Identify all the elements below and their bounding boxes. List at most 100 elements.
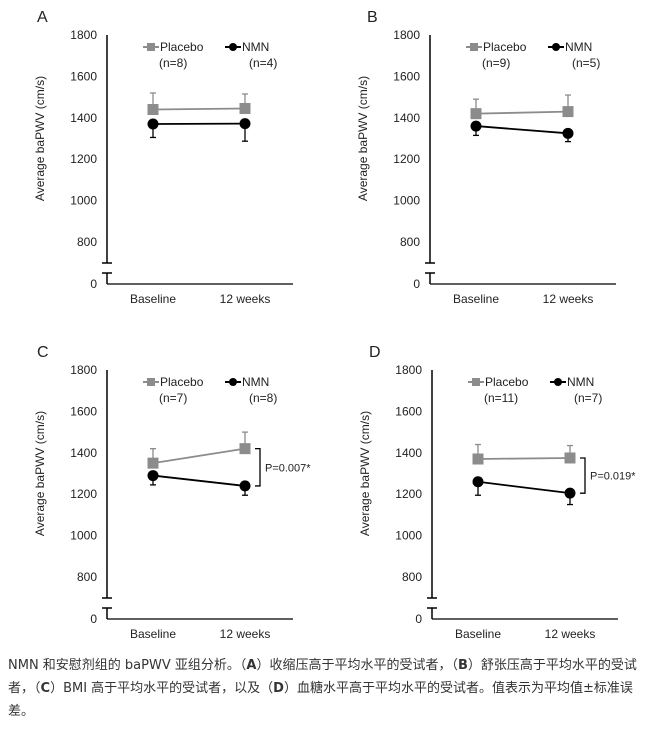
y-tick-label: 1200 bbox=[70, 487, 97, 501]
p-value-annotation: P=0.007* bbox=[265, 462, 311, 474]
series-line-placebo bbox=[475, 110, 569, 115]
y-tick-label: 1800 bbox=[70, 363, 97, 377]
legend-n-label: (n=5) bbox=[572, 56, 600, 70]
data-point-square bbox=[239, 102, 251, 114]
legend-label: Placebo bbox=[483, 40, 527, 54]
legend-square-marker bbox=[147, 378, 155, 386]
figure-caption: NMN 和安慰剂组的 baPWV 亚组分析。（A）收缩压高于平均水平的受试者，（… bbox=[8, 654, 658, 723]
legend-n-label: (n=11) bbox=[484, 391, 518, 405]
legend-circle-marker bbox=[552, 43, 560, 51]
panel-label: B bbox=[367, 9, 378, 26]
series-line-placebo bbox=[152, 107, 246, 111]
legend-label: NMN bbox=[242, 375, 269, 389]
legend-n-label: (n=8) bbox=[249, 391, 277, 405]
data-point-circle bbox=[564, 487, 576, 499]
data-point-circle bbox=[472, 476, 484, 488]
legend-label: NMN bbox=[565, 40, 592, 54]
y-tick-label: 1200 bbox=[393, 152, 420, 166]
legend-label: NMN bbox=[242, 40, 269, 54]
panel-label: D bbox=[369, 344, 381, 361]
legend-label: Placebo bbox=[160, 375, 204, 389]
y-tick-label: 1800 bbox=[395, 363, 422, 377]
series-line-nmn bbox=[152, 474, 246, 487]
panel-label: A bbox=[37, 9, 48, 26]
legend-square-marker bbox=[147, 43, 155, 51]
data-point-circle bbox=[239, 118, 251, 130]
panel-label: C bbox=[37, 344, 49, 361]
y-tick-label: 1000 bbox=[70, 529, 97, 543]
y-tick-label: 800 bbox=[77, 235, 97, 249]
y-axis-label: Average baPWV (cm/s) bbox=[33, 411, 47, 536]
legend-n-label: (n=8) bbox=[159, 56, 187, 70]
legend-n-label: (n=7) bbox=[159, 391, 187, 405]
data-point-square bbox=[564, 452, 576, 464]
y-tick-label: 1400 bbox=[70, 111, 97, 125]
caption-text: NMN 和安慰剂组的 baPWV 亚组分析。（ bbox=[8, 658, 247, 673]
data-point-square bbox=[562, 106, 574, 118]
data-point-circle bbox=[239, 480, 251, 492]
y-tick-label: 800 bbox=[400, 235, 420, 249]
legend-n-label: (n=7) bbox=[574, 391, 602, 405]
x-tick-label: 12 weeks bbox=[543, 292, 594, 306]
y-tick-label: 1800 bbox=[393, 28, 420, 42]
figure-panels: A 0 800 1000 1200 1400 1600 1800 Baseline 12 week… bbox=[0, 0, 662, 641]
x-tick-label: Baseline bbox=[455, 627, 501, 641]
y-tick-label: 1000 bbox=[395, 529, 422, 543]
y-tick-label: 0 bbox=[413, 277, 420, 291]
y-tick-label: 1400 bbox=[70, 446, 97, 460]
y-tick-label: 0 bbox=[90, 612, 97, 626]
x-tick-label: Baseline bbox=[453, 292, 499, 306]
data-point-circle bbox=[562, 127, 574, 139]
y-tick-label: 1400 bbox=[395, 446, 422, 460]
y-tick-label: 1600 bbox=[393, 69, 420, 83]
y-tick-label: 1400 bbox=[393, 111, 420, 125]
data-point-square bbox=[239, 443, 251, 455]
y-tick-label: 1600 bbox=[70, 69, 97, 83]
series-line-placebo bbox=[152, 447, 246, 465]
legend-circle-marker bbox=[554, 378, 562, 386]
caption-label-b: B bbox=[457, 658, 468, 673]
legend-n-label: (n=4) bbox=[249, 56, 277, 70]
data-point-square bbox=[147, 104, 159, 116]
caption-text: ）BMI 高于平均水平的受试者，以及（ bbox=[50, 681, 274, 696]
chart-panel-a: A 0 800 1000 1200 1400 1600 1800 Baseline 12 week… bbox=[0, 0, 332, 320]
legend-label: NMN bbox=[567, 375, 594, 389]
series-line-nmn bbox=[477, 480, 571, 495]
data-point-circle bbox=[470, 120, 482, 132]
y-tick-label: 1600 bbox=[395, 404, 422, 418]
x-tick-label: 12 weeks bbox=[545, 627, 596, 641]
y-tick-label: 1200 bbox=[395, 487, 422, 501]
y-tick-label: 0 bbox=[415, 612, 422, 626]
legend-label: Placebo bbox=[485, 375, 529, 389]
series-line-nmn bbox=[475, 125, 569, 135]
x-tick-label: 12 weeks bbox=[220, 292, 271, 306]
legend-n-label: (n=9) bbox=[482, 56, 510, 70]
data-point-square bbox=[147, 457, 159, 469]
y-tick-label: 1000 bbox=[70, 194, 97, 208]
caption-label-c: C bbox=[40, 681, 51, 696]
x-tick-label: Baseline bbox=[130, 627, 176, 641]
y-tick-label: 1200 bbox=[70, 152, 97, 166]
series-line-placebo bbox=[477, 457, 571, 460]
caption-label-d: D bbox=[273, 681, 284, 696]
data-point-square bbox=[470, 108, 482, 120]
y-tick-label: 0 bbox=[90, 277, 97, 291]
significance-bracket bbox=[255, 448, 261, 487]
chart-panel-d: D 0 800 1000 1200 1400 1600 1800 Baseline 12 week… bbox=[332, 335, 664, 655]
significance-bracket bbox=[580, 457, 586, 494]
y-axis-label: Average baPWV (cm/s) bbox=[358, 411, 372, 536]
legend-square-marker bbox=[470, 43, 478, 51]
y-axis-label: Average baPWV (cm/s) bbox=[33, 76, 47, 201]
legend-square-marker bbox=[472, 378, 480, 386]
x-tick-label: Baseline bbox=[130, 292, 176, 306]
y-tick-label: 1000 bbox=[393, 194, 420, 208]
chart-panel-b: B 0 800 1000 1200 1400 1600 1800 Baseline 12 week… bbox=[330, 0, 662, 320]
y-tick-label: 1600 bbox=[70, 404, 97, 418]
y-axis-label: Average baPWV (cm/s) bbox=[356, 76, 370, 201]
data-point-square bbox=[472, 453, 484, 465]
legend-label: Placebo bbox=[160, 40, 204, 54]
caption-text: ）舒张压高于平均水平的受试者，（ bbox=[8, 658, 637, 696]
data-point-circle bbox=[147, 118, 159, 130]
caption-label-a: A bbox=[246, 658, 257, 673]
x-tick-label: 12 weeks bbox=[220, 627, 271, 641]
